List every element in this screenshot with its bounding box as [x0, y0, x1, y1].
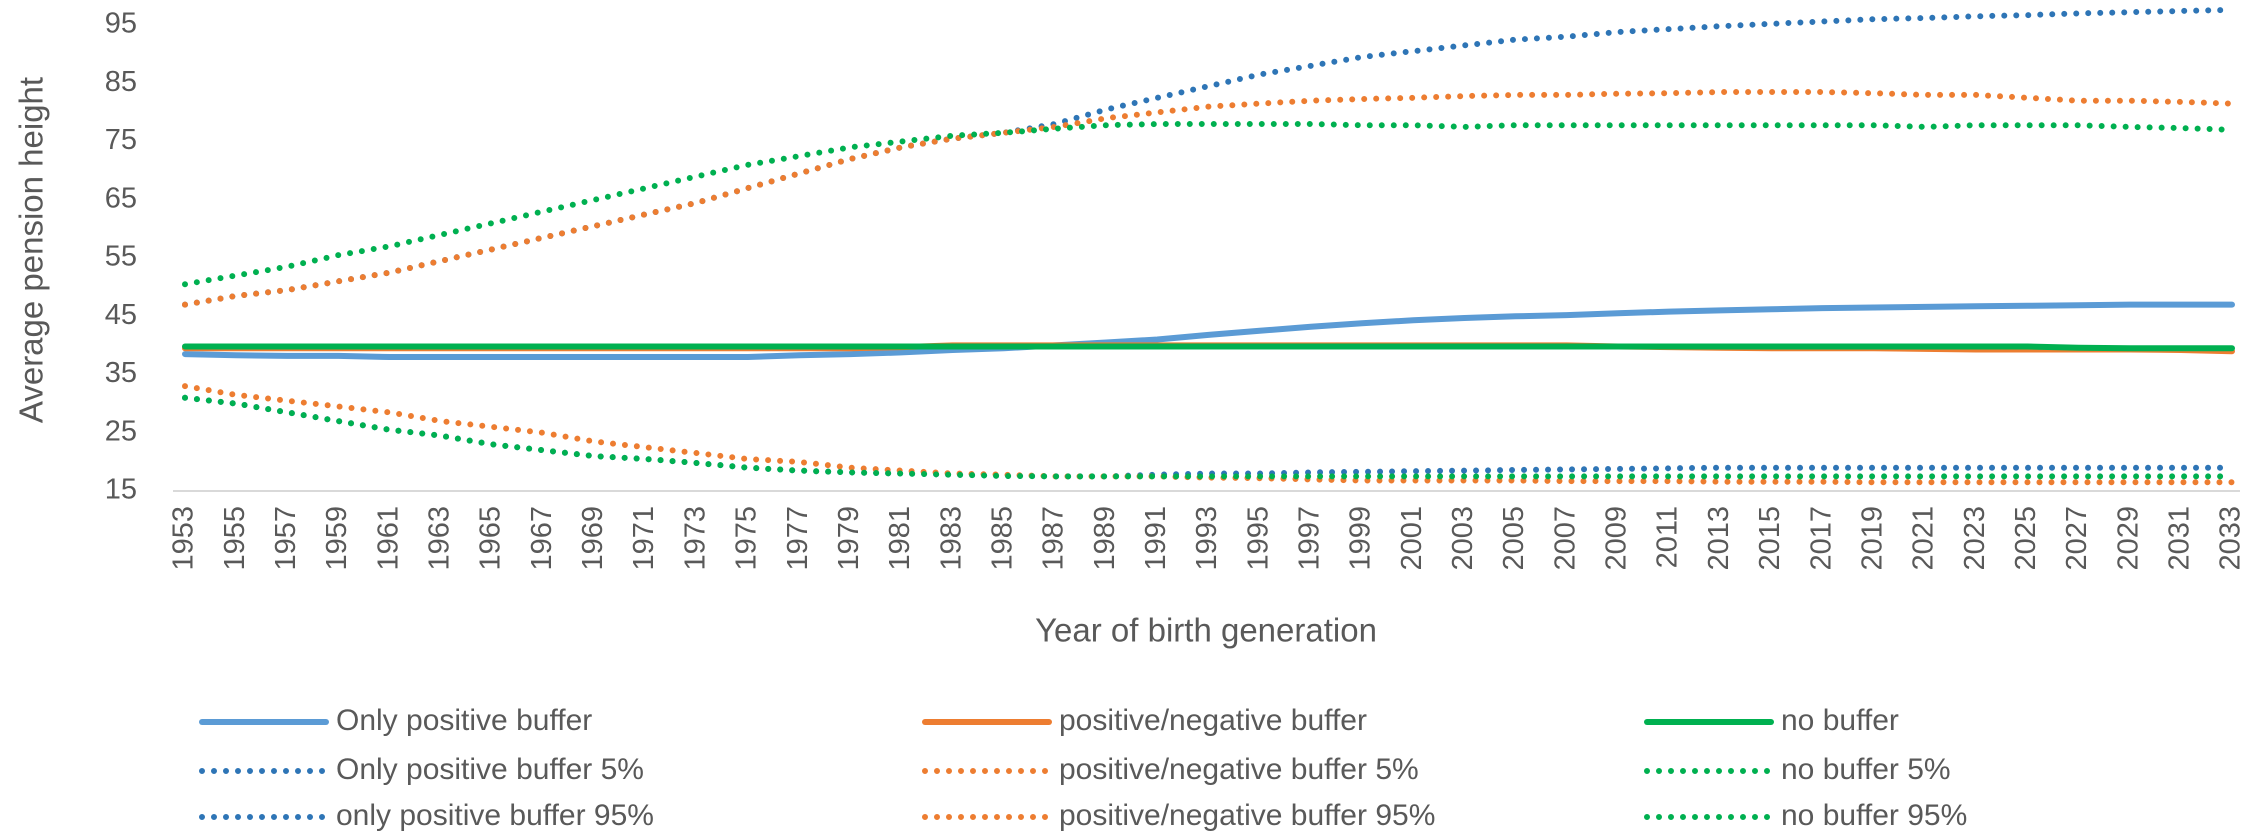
- y-tick-label: 75: [105, 124, 137, 156]
- y-axis-title: Average pension height: [13, 77, 50, 423]
- x-tick-label: 1955: [219, 506, 251, 571]
- x-tick-label: 1977: [782, 506, 814, 571]
- x-tick-label: 2003: [1447, 506, 1479, 571]
- series-line: [182, 121, 2235, 288]
- y-tick-label: 15: [105, 474, 137, 506]
- x-axis-title: Year of birth generation: [1035, 612, 1377, 649]
- y-tick-label: 85: [105, 66, 137, 98]
- x-tick-label: 1985: [986, 506, 1018, 571]
- legend-label: only positive buffer 95%: [336, 799, 654, 832]
- y-tick-label: 95: [105, 8, 137, 40]
- x-tick-label: 1967: [526, 506, 558, 571]
- x-tick-label: 2013: [1703, 506, 1735, 571]
- x-tick-label: 2023: [1959, 506, 1991, 571]
- legend-label: Only positive buffer 5%: [336, 753, 644, 786]
- legend-label: no buffer: [1781, 704, 1899, 737]
- x-tick-label: 1981: [884, 506, 916, 571]
- x-tick-label: 2007: [1549, 506, 1581, 571]
- x-tick-label: 1987: [1038, 506, 1070, 571]
- legend-label: positive/negative buffer 95%: [1059, 799, 1435, 832]
- x-tick-label: 1959: [321, 506, 353, 571]
- x-tick-label: 2015: [1754, 506, 1786, 571]
- y-tick-label: 25: [105, 415, 137, 447]
- y-tick-label: 35: [105, 357, 137, 389]
- x-tick-label: 2027: [2061, 506, 2093, 571]
- x-tick-label: 1997: [1294, 506, 1326, 571]
- x-tick-label: 1963: [424, 506, 456, 571]
- x-tick-label: 1989: [1089, 506, 1121, 571]
- x-tick-label: 2005: [1498, 506, 1530, 571]
- x-tick-label: 2019: [1856, 506, 1888, 571]
- x-tick-label: 2009: [1601, 506, 1633, 571]
- series-line: [182, 343, 2235, 352]
- x-tick-label: 1973: [679, 506, 711, 571]
- x-tick-label: 1999: [1345, 506, 1377, 571]
- x-tick-label: 2021: [1908, 506, 1940, 571]
- legend-label: Only positive buffer: [336, 704, 592, 737]
- x-tick-label: 1979: [833, 506, 865, 571]
- x-tick-label: 1993: [1191, 506, 1223, 571]
- x-tick-label: 1991: [1140, 506, 1172, 571]
- x-tick-label: 2025: [2010, 506, 2042, 571]
- x-tick-label: 2031: [2163, 506, 2195, 571]
- x-tick-label: 1995: [1242, 506, 1274, 571]
- legend-label: positive/negative buffer 5%: [1059, 753, 1419, 786]
- legend-label: positive/negative buffer: [1059, 704, 1367, 737]
- legend-label: no buffer 95%: [1781, 799, 1967, 832]
- x-tick-label: 2029: [2112, 506, 2144, 571]
- x-tick-label: 2011: [1652, 506, 1684, 568]
- series-line: [182, 383, 2235, 486]
- series-line: [182, 6, 2235, 308]
- series-line: [182, 89, 2235, 308]
- x-tick-label: 1975: [731, 506, 763, 571]
- y-tick-label: 65: [105, 182, 137, 214]
- series-line: [182, 394, 2235, 480]
- x-tick-label: 1965: [475, 506, 507, 571]
- x-tick-label: 1983: [935, 506, 967, 571]
- x-tick-label: 2001: [1396, 506, 1428, 571]
- series-line: [182, 301, 2235, 360]
- series-line: [182, 394, 2235, 480]
- y-tick-label: 45: [105, 299, 137, 331]
- x-tick-label: 1971: [628, 506, 660, 571]
- x-tick-label: 1957: [270, 506, 302, 571]
- legend-label: no buffer 5%: [1781, 753, 1951, 786]
- x-tick-label: 2017: [1805, 506, 1837, 571]
- y-tick-label: 55: [105, 241, 137, 273]
- x-tick-label: 1961: [372, 506, 404, 571]
- x-tick-label: 1953: [168, 506, 200, 571]
- x-tick-label: 2033: [2215, 506, 2247, 571]
- x-tick-label: 1969: [577, 506, 609, 571]
